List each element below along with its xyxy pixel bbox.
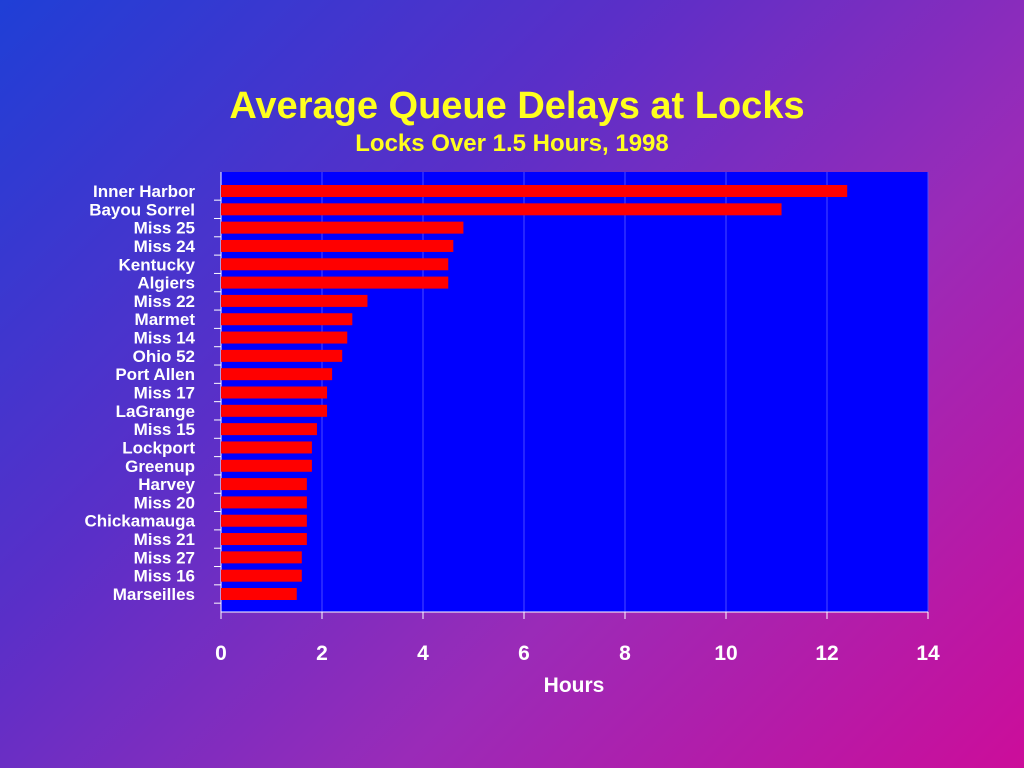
bar [221, 478, 307, 491]
bar [221, 423, 317, 436]
category-label: Miss 20 [134, 493, 195, 512]
category-label: Inner Harbor [93, 182, 195, 201]
category-label: Marseilles [113, 585, 195, 604]
bar [221, 221, 464, 234]
bar [221, 331, 348, 344]
category-label: Harvey [138, 475, 195, 494]
bar [221, 239, 454, 252]
bar [221, 569, 302, 582]
bar [221, 514, 307, 527]
x-tick-label: 8 [619, 642, 631, 665]
category-label: Miss 14 [134, 329, 196, 348]
bar [221, 203, 782, 216]
x-tick-label: 4 [417, 642, 429, 665]
bar [221, 588, 297, 600]
bar [221, 533, 307, 546]
category-label: Chickamauga [84, 512, 195, 531]
bar [221, 551, 302, 564]
x-tick-label: 10 [714, 642, 737, 665]
x-tick-label: 14 [916, 642, 940, 665]
category-label: Miss 16 [134, 567, 195, 586]
bar [221, 459, 312, 472]
bar [221, 276, 449, 289]
category-label: Marmet [135, 310, 196, 329]
bar [221, 441, 312, 454]
bar [221, 368, 333, 381]
category-label: Bayou Sorrel [89, 200, 195, 219]
category-label: Miss 15 [134, 420, 195, 439]
category-label: Lockport [122, 438, 195, 457]
category-label: Miss 24 [134, 237, 196, 256]
chart-title: Average Queue Delays at Locks [229, 85, 805, 127]
category-label: Miss 21 [134, 530, 195, 549]
chart-subtitle: Locks Over 1.5 Hours, 1998 [355, 130, 669, 157]
category-label: Greenup [125, 457, 195, 476]
category-label: Port Allen [115, 365, 195, 384]
category-label: Ohio 52 [133, 347, 195, 366]
category-label: Miss 22 [134, 292, 195, 311]
x-tick-labels: 0 2 4 6 8 10 12 14 [215, 642, 940, 665]
x-tick-label: 2 [316, 642, 328, 665]
bar [221, 258, 449, 271]
x-tick-label: 6 [518, 642, 530, 665]
category-label: LaGrange [116, 402, 195, 421]
bar [221, 496, 307, 509]
category-label: Miss 25 [134, 219, 195, 238]
bar [221, 349, 343, 362]
category-label: Miss 17 [134, 384, 195, 403]
category-label: Kentucky [118, 255, 195, 274]
bar [221, 185, 848, 197]
bar [221, 294, 368, 307]
category-label: Miss 27 [134, 548, 195, 567]
category-label: Algiers [137, 274, 195, 293]
bar [221, 313, 353, 326]
bar [221, 404, 328, 417]
x-axis-label: Hours [544, 674, 605, 697]
x-tick-label: 12 [815, 642, 838, 665]
x-tick-label: 0 [215, 642, 227, 665]
bars [221, 185, 848, 600]
bar [221, 386, 328, 399]
